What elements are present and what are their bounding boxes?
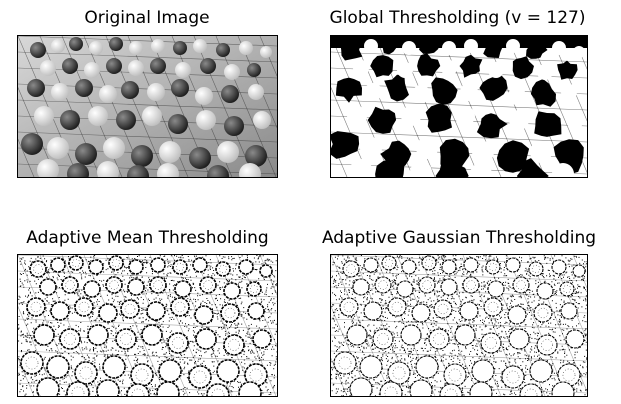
panel-adaptive-gaussian <box>330 254 588 397</box>
panel-global <box>330 35 588 178</box>
title-adaptive-gaussian: Adaptive Gaussian Thresholding <box>321 228 597 248</box>
original-image <box>18 36 277 177</box>
title-original: Original Image <box>84 8 210 28</box>
title-global: Global Thresholding (v = 127) <box>329 8 586 28</box>
adaptive-gaussian-image <box>331 255 587 396</box>
panel-original <box>17 35 278 178</box>
global-threshold-image <box>331 36 587 177</box>
title-adaptive-mean: Adaptive Mean Thresholding <box>26 228 269 248</box>
panel-adaptive-mean <box>17 254 278 397</box>
adaptive-mean-image <box>18 255 277 396</box>
